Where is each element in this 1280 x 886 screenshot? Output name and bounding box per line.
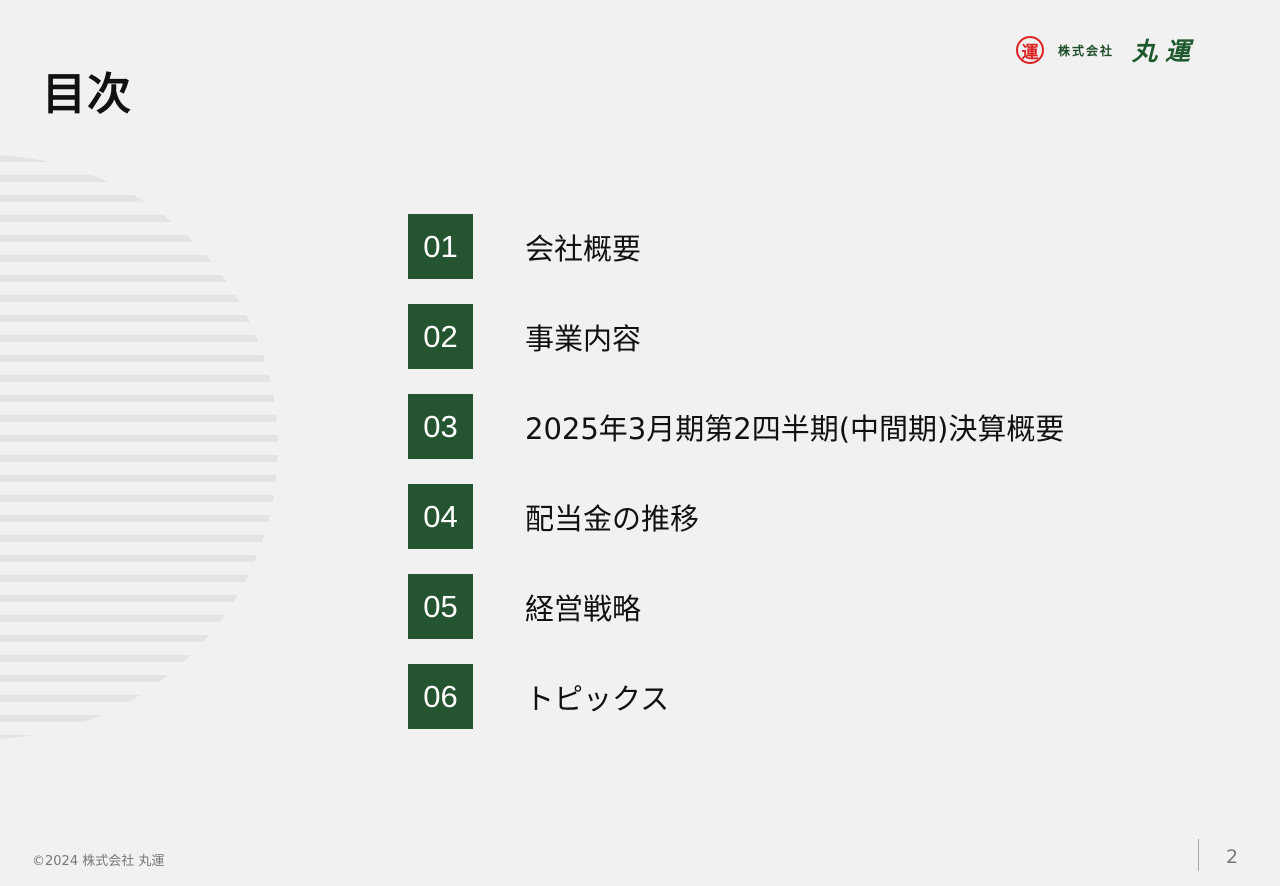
toc-item: 04 配当金の推移 (408, 484, 1064, 549)
toc-item: 01 会社概要 (408, 214, 1064, 279)
logo-company-name: 丸運 (1132, 37, 1199, 66)
footer-divider (1198, 839, 1199, 871)
decor-stripe (0, 175, 278, 182)
toc-label: 事業内容 (525, 321, 642, 356)
decor-stripe (0, 455, 278, 462)
decor-stripe (0, 695, 278, 702)
toc-label: 会社概要 (525, 231, 642, 266)
decor-stripe (0, 615, 278, 622)
decor-stripe (0, 355, 278, 362)
decor-stripe (0, 255, 278, 262)
toc-item: 02 事業内容 (408, 304, 1064, 369)
seal-logo-icon: 運 (1016, 36, 1044, 64)
striped-circle-decoration (0, 155, 278, 739)
decor-stripe (0, 395, 278, 402)
company-logo: 運 株式会社 丸運 (1016, 32, 1198, 68)
logo-company-type: 株式会社 (1058, 43, 1115, 58)
decor-stripe (0, 635, 278, 642)
decor-stripe (0, 715, 278, 722)
decor-stripe (0, 155, 278, 162)
decor-stripe (0, 375, 278, 382)
footer-copyright: ©2024 株式会社 丸運 (32, 854, 165, 869)
toc-number: 04 (408, 484, 473, 549)
toc-item: 06 トピックス (408, 664, 1064, 729)
decor-stripe (0, 275, 278, 282)
decor-stripe (0, 335, 278, 342)
page-title: 目次 (42, 69, 132, 120)
decor-stripe (0, 195, 278, 202)
toc-number: 05 (408, 574, 473, 639)
decor-stripe (0, 295, 278, 302)
decor-stripe (0, 675, 278, 682)
toc-label: 配当金の推移 (525, 501, 700, 536)
decor-stripe (0, 415, 278, 422)
toc-label: トピックス (525, 681, 670, 716)
decor-stripe (0, 435, 278, 442)
page-number: 2 (1226, 846, 1239, 868)
decor-stripe (0, 235, 278, 242)
toc-item: 05 経営戦略 (408, 574, 1064, 639)
decor-stripe (0, 475, 278, 482)
decor-stripe (0, 215, 278, 222)
toc-label: 経営戦略 (525, 591, 642, 626)
toc-number: 03 (408, 394, 473, 459)
decor-stripe (0, 515, 278, 522)
decor-stripe (0, 535, 278, 542)
decor-stripe (0, 735, 278, 739)
toc-label: 2025年3月期第2四半期(中間期)決算概要 (525, 411, 1065, 446)
toc-item: 03 2025年3月期第2四半期(中間期)決算概要 (408, 394, 1064, 459)
decor-stripe (0, 655, 278, 662)
decor-stripe (0, 575, 278, 582)
decor-stripe (0, 495, 278, 502)
table-of-contents: 01 会社概要 02 事業内容 03 2025年3月期第2四半期(中間期)決算概要 0… (408, 214, 1064, 754)
toc-number: 01 (408, 214, 473, 279)
decor-stripe (0, 555, 278, 562)
toc-number: 06 (408, 664, 473, 729)
decor-stripe (0, 595, 278, 602)
toc-number: 02 (408, 304, 473, 369)
decor-stripe (0, 315, 278, 322)
